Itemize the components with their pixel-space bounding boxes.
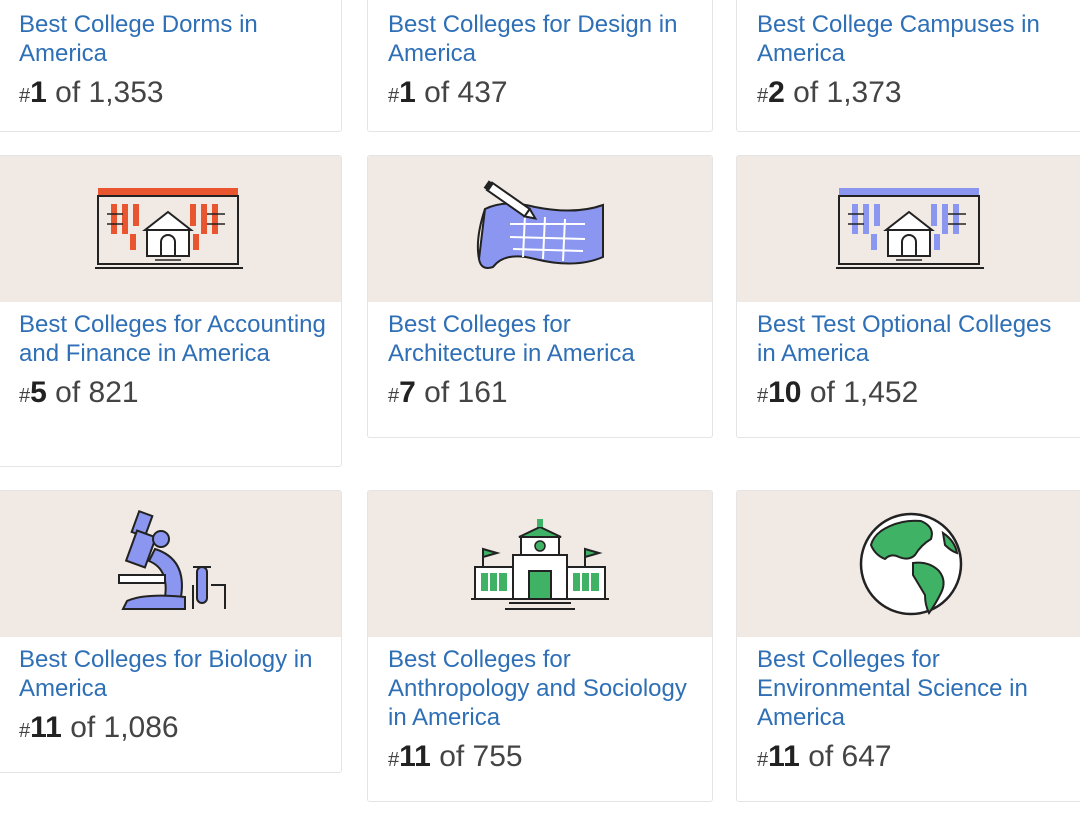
government-building-icon xyxy=(471,519,609,610)
card-image xyxy=(0,156,341,302)
rank-total: of 821 xyxy=(55,376,139,409)
rank-total: of 647 xyxy=(808,740,892,773)
ranking-title[interactable]: Best Colleges for Environmental Science … xyxy=(757,646,1028,731)
rank-number: 5 xyxy=(30,376,47,409)
ranking-card-dorms[interactable]: Best College Dorms in America #1 of 1,35… xyxy=(0,0,342,132)
card-image xyxy=(737,156,1080,302)
rank-total: of 1,086 xyxy=(70,711,179,744)
ranking-value: #11 of 755 xyxy=(388,739,712,778)
ranking-card-accounting[interactable]: Best Colleges for Accounting and Finance… xyxy=(0,155,342,467)
rank-total: of 161 xyxy=(424,376,508,409)
ranking-value: #1 of 1,353 xyxy=(19,75,341,114)
rank-hash: # xyxy=(19,720,31,742)
rank-hash: # xyxy=(757,85,769,107)
rank-total: of 437 xyxy=(424,76,508,109)
rank-total: of 755 xyxy=(439,740,523,773)
ranking-card-test-optional[interactable]: Best Test Optional Colleges in America #… xyxy=(736,155,1080,438)
rank-number: 1 xyxy=(399,76,416,109)
ranking-value: #5 of 821 xyxy=(19,375,341,414)
rank-total: of 1,373 xyxy=(793,76,902,109)
rank-hash: # xyxy=(757,749,769,771)
blueprint-pencil-icon xyxy=(476,180,604,269)
ranking-card-design[interactable]: Best Colleges for Design in America #1 o… xyxy=(367,0,713,132)
rank-hash: # xyxy=(19,385,31,407)
ranking-value: #11 of 1,086 xyxy=(19,710,341,749)
card-image xyxy=(368,156,712,302)
card-image xyxy=(737,491,1080,637)
ranking-title[interactable]: Best College Campuses in America xyxy=(757,11,1040,67)
ranking-title[interactable]: Best Colleges for Biology in America xyxy=(19,646,313,702)
ranking-value: #11 of 647 xyxy=(757,739,1080,778)
rank-number: 7 xyxy=(399,376,416,409)
ranking-value: #2 of 1,373 xyxy=(757,75,1080,114)
ranking-value: #1 of 437 xyxy=(388,75,712,114)
campus-building-blue-icon xyxy=(836,188,984,269)
ranking-title[interactable]: Best Colleges for Design in America xyxy=(388,11,678,67)
ranking-title[interactable]: Best Colleges for Architecture in Americ… xyxy=(388,311,635,367)
ranking-card-anthropology[interactable]: Best Colleges for Anthropology and Socio… xyxy=(367,490,713,802)
ranking-card-architecture[interactable]: Best Colleges for Architecture in Americ… xyxy=(367,155,713,438)
rank-number: 11 xyxy=(768,740,800,773)
rank-total: of 1,353 xyxy=(55,76,164,109)
rank-hash: # xyxy=(388,385,400,407)
globe-icon xyxy=(859,512,963,616)
card-image xyxy=(0,491,341,637)
microscope-icon xyxy=(118,509,226,610)
ranking-title[interactable]: Best College Dorms in America xyxy=(19,11,258,67)
ranking-value: #10 of 1,452 xyxy=(757,375,1080,414)
card-image xyxy=(368,491,712,637)
rank-hash: # xyxy=(757,385,769,407)
rank-hash: # xyxy=(388,85,400,107)
rank-number: 10 xyxy=(768,376,802,409)
rank-number: 2 xyxy=(768,76,785,109)
ranking-value: #7 of 161 xyxy=(388,375,712,414)
ranking-title[interactable]: Best Colleges for Anthropology and Socio… xyxy=(388,646,687,731)
ranking-title[interactable]: Best Colleges for Accounting and Finance… xyxy=(19,311,326,367)
rank-hash: # xyxy=(388,749,400,771)
rank-number: 1 xyxy=(30,76,47,109)
rank-number: 11 xyxy=(30,711,62,744)
ranking-title[interactable]: Best Test Optional Colleges in America xyxy=(757,311,1052,367)
rank-hash: # xyxy=(19,85,31,107)
ranking-card-biology[interactable]: Best Colleges for Biology in America #11… xyxy=(0,490,342,773)
ranking-card-campuses[interactable]: Best College Campuses in America #2 of 1… xyxy=(736,0,1080,132)
campus-building-orange-icon xyxy=(95,188,243,269)
ranking-card-environmental[interactable]: Best Colleges for Environmental Science … xyxy=(736,490,1080,802)
rank-total: of 1,452 xyxy=(809,376,919,409)
rank-number: 11 xyxy=(399,740,431,773)
